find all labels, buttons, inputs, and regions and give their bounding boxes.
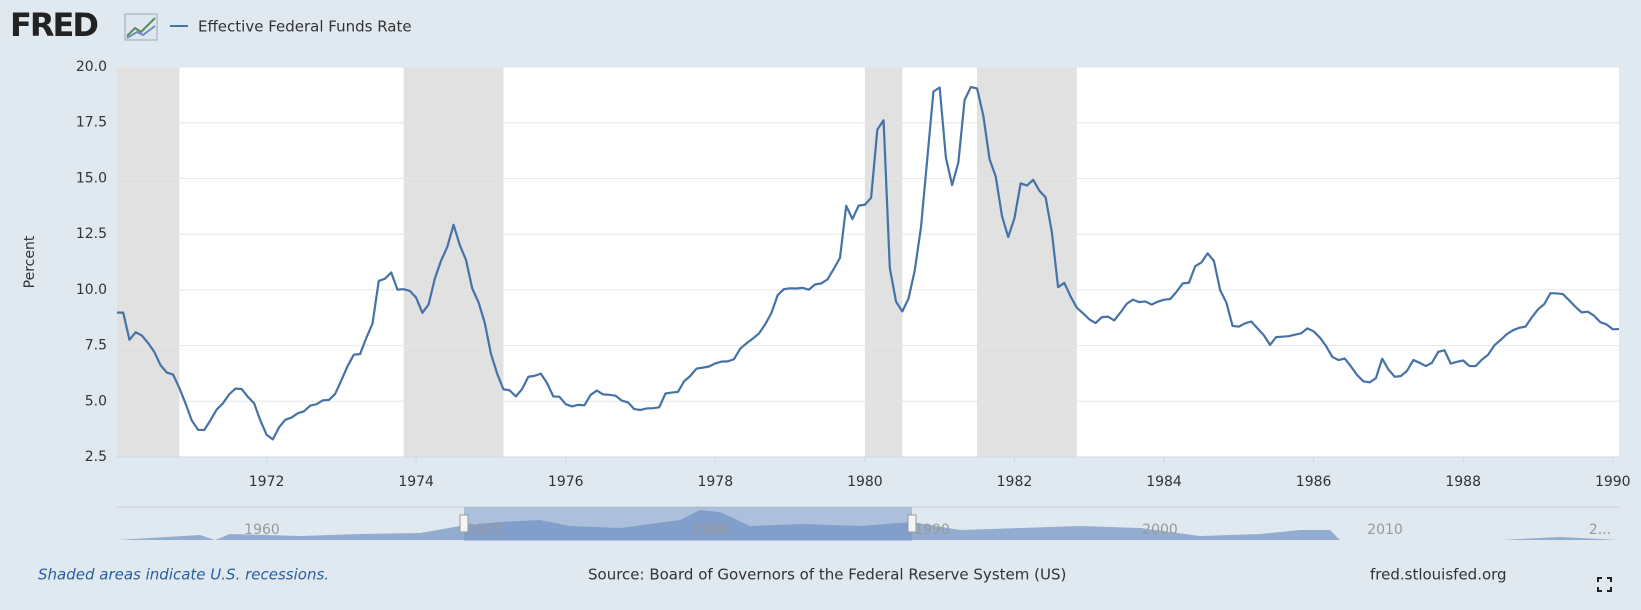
y-tick-label: 7.5	[85, 338, 107, 354]
series-line	[117, 85, 1620, 441]
y-tick-label: 17.5	[76, 115, 107, 131]
navigator-label: 2010	[1367, 522, 1403, 538]
navigator-area	[117, 510, 1619, 540]
navigator[interactable]	[117, 506, 1619, 541]
x-tick-label: 1976	[548, 474, 584, 490]
legend-label[interactable]: Effective Federal Funds Rate	[198, 18, 412, 36]
x-tick-label: 1984	[1146, 474, 1182, 490]
source: Source: Board of Governors of the Federa…	[588, 566, 1066, 584]
navigator-handle[interactable]	[907, 514, 917, 533]
x-tick-label: 1986	[1296, 474, 1332, 490]
logo: FRED	[10, 6, 97, 44]
x-tick-label: 1978	[697, 474, 733, 490]
recession-band	[977, 67, 1077, 457]
logo-icon	[124, 13, 158, 41]
y-tick-label: 20.0	[76, 59, 107, 75]
navigator-label: 1970	[467, 522, 503, 538]
recession-note: Shaded areas indicate U.S. recessions.	[38, 566, 329, 584]
navigator-handle[interactable]	[459, 514, 469, 533]
x-tick-label: 1974	[398, 474, 434, 490]
recession-band	[117, 67, 180, 457]
x-tick-label: 1990	[1595, 474, 1631, 490]
navigator-label: 1980	[692, 522, 728, 538]
x-tick-label: 1980	[847, 474, 883, 490]
x-tick-label: 1982	[997, 474, 1033, 490]
y-tick-label: 2.5	[85, 449, 107, 465]
y-tick-label: 10.0	[76, 282, 107, 298]
y-tick-label: 15.0	[76, 170, 107, 186]
navigator-selection[interactable]	[464, 507, 912, 541]
site-link[interactable]: fred.stlouisfed.org	[1370, 566, 1507, 584]
recession-band	[403, 67, 504, 457]
y-axis-label: Percent	[22, 235, 38, 288]
navigator-label: 2...	[1589, 522, 1611, 538]
x-tick-label: 1972	[249, 474, 285, 490]
y-tick-label: 5.0	[85, 393, 107, 409]
fullscreen-button[interactable]	[1597, 577, 1612, 592]
x-tick-label: 1988	[1445, 474, 1481, 490]
navigator-label: 1960	[244, 522, 280, 538]
navigator-label: 2000	[1142, 522, 1178, 538]
navigator-label: 1990	[914, 522, 950, 538]
y-tick-label: 12.5	[76, 226, 107, 242]
